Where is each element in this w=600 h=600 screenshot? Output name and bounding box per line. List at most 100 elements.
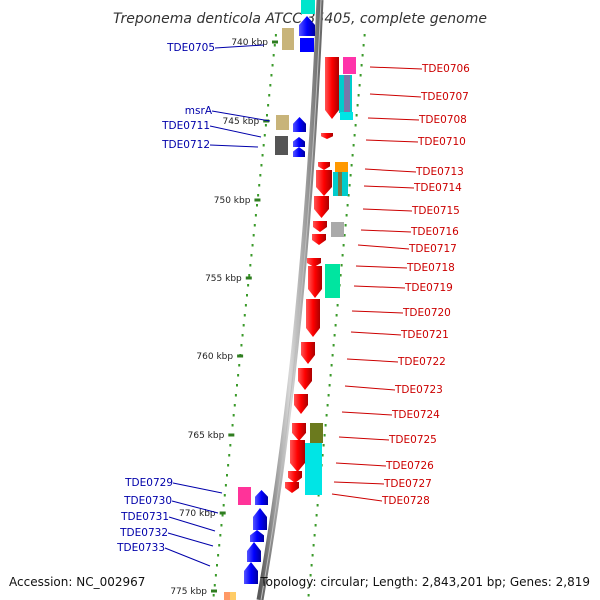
ring-dot bbox=[223, 494, 226, 497]
ring-dot bbox=[229, 444, 232, 447]
gene-label[interactable]: TDE0708 bbox=[418, 114, 467, 126]
ring-dot bbox=[316, 504, 319, 507]
reverse-gene bbox=[292, 423, 306, 441]
tick-label: 750 kbp bbox=[214, 196, 251, 206]
ring-dot bbox=[213, 584, 216, 587]
leader-line bbox=[360, 229, 412, 233]
tick-label: 765 kbp bbox=[188, 431, 225, 441]
gene-label[interactable]: TDE0705 bbox=[166, 42, 215, 54]
ring-dot bbox=[216, 564, 218, 567]
leader-line bbox=[211, 110, 271, 122]
ring-dot bbox=[247, 284, 250, 287]
leader-line bbox=[351, 310, 404, 314]
ring-dot bbox=[309, 574, 312, 577]
ring-dot bbox=[222, 504, 225, 507]
gene-label[interactable]: TDE0715 bbox=[411, 205, 460, 217]
gene-label[interactable]: TDE0714 bbox=[413, 182, 462, 194]
leader-line bbox=[350, 331, 402, 336]
gene-label[interactable]: TDE0724 bbox=[391, 409, 440, 421]
gene-label[interactable]: TDE0716 bbox=[410, 226, 459, 238]
ring-dot bbox=[238, 364, 241, 367]
gene-label[interactable]: TDE0707 bbox=[420, 91, 469, 103]
gene-label[interactable]: TDE0711 bbox=[161, 120, 210, 132]
tick-label: 755 kbp bbox=[205, 274, 242, 284]
ring-dot bbox=[253, 224, 256, 227]
forward-gene bbox=[299, 16, 315, 36]
ring-dot bbox=[343, 234, 346, 237]
summary-text: Topology: circular; Length: 2,843,201 bp… bbox=[259, 575, 590, 589]
annotation-block bbox=[282, 28, 294, 50]
backbone bbox=[256, 0, 324, 600]
gene-label[interactable]: TDE0725 bbox=[388, 434, 437, 446]
annotation-block bbox=[238, 487, 251, 505]
ring-dot bbox=[233, 404, 236, 407]
reverse-gene bbox=[290, 440, 305, 472]
gene-label[interactable]: TDE0706 bbox=[421, 63, 470, 75]
ring-dot bbox=[266, 114, 268, 117]
leader-line bbox=[363, 185, 415, 189]
ring-dot bbox=[317, 494, 320, 497]
ring-dot bbox=[312, 544, 315, 547]
ring-dot bbox=[330, 364, 333, 367]
ring-dot bbox=[242, 324, 245, 327]
forward-gene bbox=[293, 137, 305, 147]
ring-dot bbox=[258, 184, 261, 187]
leader-line bbox=[364, 168, 417, 173]
gene-label[interactable]: TDE0733 bbox=[116, 542, 165, 554]
leader-line bbox=[333, 481, 385, 485]
leader-line bbox=[357, 244, 410, 250]
ring-dot bbox=[358, 84, 361, 87]
ring-dot bbox=[310, 564, 313, 567]
gene-label[interactable]: TDE0713 bbox=[415, 166, 464, 178]
ring-dot bbox=[344, 224, 347, 227]
gene-label[interactable]: TDE0731 bbox=[120, 511, 169, 523]
ring-dot bbox=[236, 384, 238, 387]
gene-label[interactable]: TDE0718 bbox=[406, 262, 455, 274]
gene-label[interactable]: TDE0732 bbox=[119, 527, 168, 539]
ring-dot bbox=[361, 54, 364, 57]
ring-dot bbox=[252, 234, 255, 237]
gene-label[interactable]: TDE0729 bbox=[124, 477, 173, 489]
gene-label[interactable]: TDE0721 bbox=[400, 329, 449, 341]
gene-label[interactable]: msrA bbox=[185, 105, 213, 117]
accession-text: Accession: NC_002967 bbox=[9, 575, 145, 589]
backbone-line bbox=[256, 0, 324, 600]
gene-label[interactable]: TDE0720 bbox=[402, 307, 451, 319]
ring-dot bbox=[336, 304, 339, 307]
annotation-block bbox=[325, 264, 340, 298]
reverse-gene bbox=[307, 258, 321, 267]
reverse-gene bbox=[316, 170, 332, 196]
leader-line bbox=[209, 144, 259, 148]
forward-gene bbox=[293, 147, 305, 157]
annotation-block bbox=[275, 136, 288, 155]
gene-label[interactable]: TDE0723 bbox=[394, 384, 443, 396]
ring-dot bbox=[334, 324, 337, 327]
ring-dot bbox=[220, 524, 223, 527]
ring-dot bbox=[354, 124, 357, 127]
gene-label[interactable]: TDE0710 bbox=[417, 136, 466, 148]
annotation-block bbox=[305, 443, 322, 495]
ring-dot bbox=[347, 194, 350, 197]
gene-label[interactable]: TDE0717 bbox=[408, 243, 457, 255]
tick-mark bbox=[219, 511, 226, 515]
ring-dot bbox=[246, 294, 248, 297]
ring-dot bbox=[348, 184, 351, 187]
leader-line bbox=[167, 532, 214, 547]
gene-label[interactable]: TDE0726 bbox=[385, 460, 434, 472]
leader-line bbox=[172, 482, 223, 494]
ring-dot bbox=[328, 384, 331, 387]
gene-label[interactable]: TDE0730 bbox=[123, 495, 172, 507]
gene-label[interactable]: TDE0728 bbox=[381, 495, 430, 507]
gene-label[interactable]: TDE0727 bbox=[383, 478, 432, 490]
tick-mark bbox=[237, 354, 244, 358]
ring-dot bbox=[308, 584, 311, 587]
gene-label[interactable]: TDE0712 bbox=[161, 139, 210, 151]
ring-dot bbox=[355, 114, 358, 117]
gene-label[interactable]: TDE0719 bbox=[404, 282, 453, 294]
ring-dot bbox=[261, 154, 264, 157]
gene-label[interactable]: TDE0722 bbox=[397, 356, 446, 368]
reverse-gene bbox=[312, 234, 326, 245]
ring-dot bbox=[333, 334, 336, 337]
gene-labels: TDE0705 msrA TDE0711 TDE0712 TDE0729 TDE0730 T… bbox=[116, 42, 470, 567]
ring-dot bbox=[362, 44, 365, 47]
